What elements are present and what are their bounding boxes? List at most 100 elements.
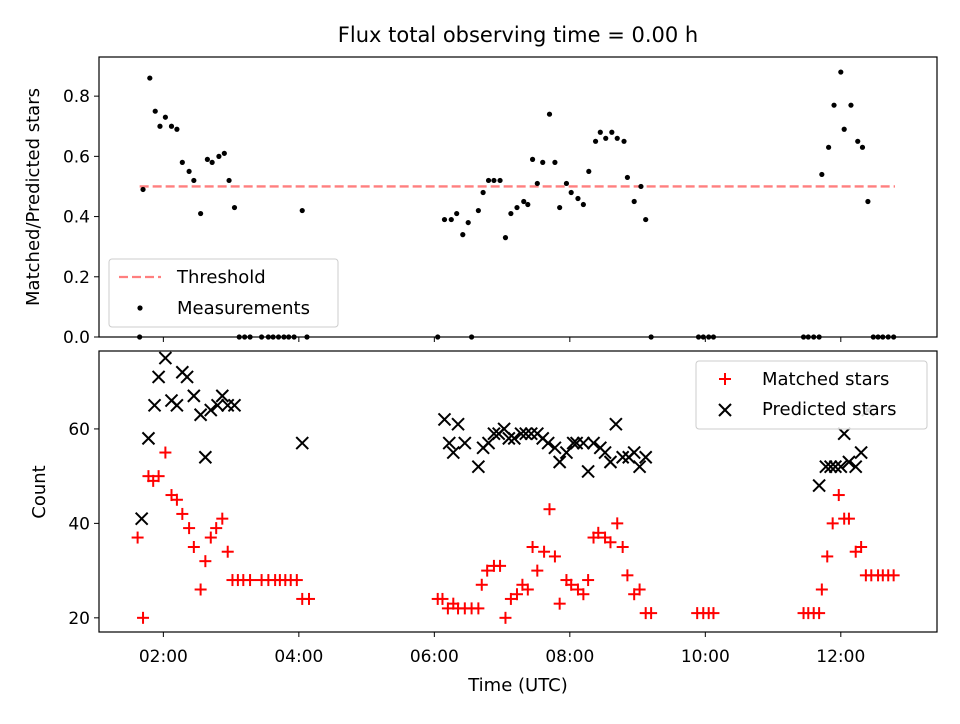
matched-stars-point [499, 611, 512, 624]
measurements-point [534, 180, 540, 187]
matched-stars-point [531, 564, 544, 577]
matched-stars-point [131, 531, 144, 544]
predicted-stars-point [151, 370, 166, 384]
predicted-stars-point [458, 436, 472, 450]
predicted-stars-point [615, 450, 630, 464]
measurements-point [597, 129, 603, 135]
predicted-stars-point [210, 398, 225, 413]
measurements-point [179, 159, 185, 165]
matched-stars-point [577, 588, 590, 601]
measurements-point [580, 201, 586, 208]
measurements-point [216, 153, 222, 159]
predicted-stars-point [227, 398, 242, 413]
matched-stars-point [543, 503, 556, 516]
predicted-stars-point [598, 445, 612, 460]
ratio-y-tick-label: 0.6 [63, 147, 90, 167]
matched-stars-point [592, 526, 605, 539]
ratio-axes-frame [98, 56, 938, 338]
predicted-stars-point [147, 398, 162, 413]
matched-stars-point [194, 583, 207, 596]
ratio-legend: Threshold Measurements [108, 258, 339, 328]
predicted-stars-point [609, 417, 623, 431]
measurements-point [147, 75, 153, 81]
predicted-stars-point [180, 370, 194, 384]
matched-stars-point [137, 611, 150, 624]
measurements-point [221, 150, 227, 156]
matched-stars-point [210, 522, 223, 535]
predicted-stars-point [823, 459, 838, 474]
measurements-point [819, 171, 825, 178]
measurements-point [162, 114, 168, 120]
threshold-legend-label: Threshold [176, 267, 266, 288]
measurements-point [552, 159, 558, 165]
measurements-point [460, 232, 466, 238]
predicted-stars-point [198, 450, 213, 464]
count-x-tick-label: 12:00 [816, 647, 865, 667]
measurements-point [502, 235, 509, 241]
matched-stars-point [604, 536, 617, 549]
matched-stars-point [582, 574, 595, 587]
figure-title: Flux total observing time = 0.00 h [338, 23, 698, 47]
measurements-point [826, 144, 832, 150]
count-y-tick-label: 20 [68, 609, 90, 629]
count-x-tick-label: 08:00 [545, 647, 594, 667]
measurements-point [525, 201, 531, 208]
matched-stars-point [855, 540, 868, 553]
predicted-stars-point [451, 417, 465, 431]
measurements-point [204, 156, 210, 162]
matched-stars-point [616, 540, 629, 553]
predicted-stars-point [519, 426, 533, 441]
matched-stars-point [170, 493, 183, 506]
measurements-point [838, 69, 844, 75]
matched-stars-point [707, 607, 720, 620]
matched-stars-point [475, 578, 488, 591]
measurements-point [865, 198, 871, 205]
predicted-stars-point [834, 459, 848, 474]
predicted-stars-point [507, 431, 521, 446]
measurements-point [441, 216, 448, 223]
matched-stars-point [887, 569, 900, 582]
measurements-point [855, 138, 861, 144]
ratio-y-axis-label: Matched/Predicted stars [23, 88, 44, 306]
predicted-stars-point [187, 389, 201, 403]
ratio-y-tick-label: 0.8 [63, 87, 90, 107]
matched-stars-point [832, 489, 845, 502]
ratio-legend-box [108, 258, 339, 328]
measurements-point [454, 210, 460, 217]
ratio-y-tick-label: 0.0 [63, 328, 90, 348]
measurements-point [831, 102, 837, 108]
matched-stars-point [199, 555, 212, 568]
count-x-tick-label: 04:00 [274, 647, 323, 667]
predicted-stars-point [581, 464, 595, 479]
matched-stars-point [290, 574, 303, 587]
measurements-point [226, 177, 232, 184]
predicted-stars-point [471, 459, 486, 474]
predicted-stars-point [295, 436, 309, 450]
predicted-stars-point [854, 445, 868, 460]
matched-stars-point [633, 583, 646, 596]
predicted-stars-point [837, 426, 851, 441]
predicted-stars-point [437, 412, 452, 427]
measurements-point [540, 159, 546, 165]
measurements-point [480, 189, 486, 196]
predicted-stars-point [170, 398, 184, 413]
count-legend: Matched stars Predicted stars [695, 360, 928, 430]
count-plot-area [131, 351, 900, 624]
count-x-tick-label: 06:00 [410, 647, 459, 667]
measurements-point [563, 180, 570, 187]
measurements-point [140, 186, 146, 193]
measurements-point [546, 111, 553, 117]
measurements-point [586, 168, 592, 175]
count-x-tick-label: 02:00 [139, 647, 188, 667]
predicted-stars-point [502, 431, 516, 446]
count-y-axis-label: Count [29, 465, 50, 518]
count-x-tick-label: 10:00 [681, 647, 730, 667]
predicted-stars-point [638, 450, 653, 464]
matched-stars-point [176, 507, 189, 520]
predicted-stars-point [134, 511, 149, 526]
measurements-point [191, 177, 197, 184]
matched-stars-point [621, 569, 634, 582]
predicted-stars-point [586, 436, 601, 450]
count-panel: Count Time (UTC) Matched stars Predicted… [29, 350, 938, 696]
measurements-point [638, 183, 644, 190]
